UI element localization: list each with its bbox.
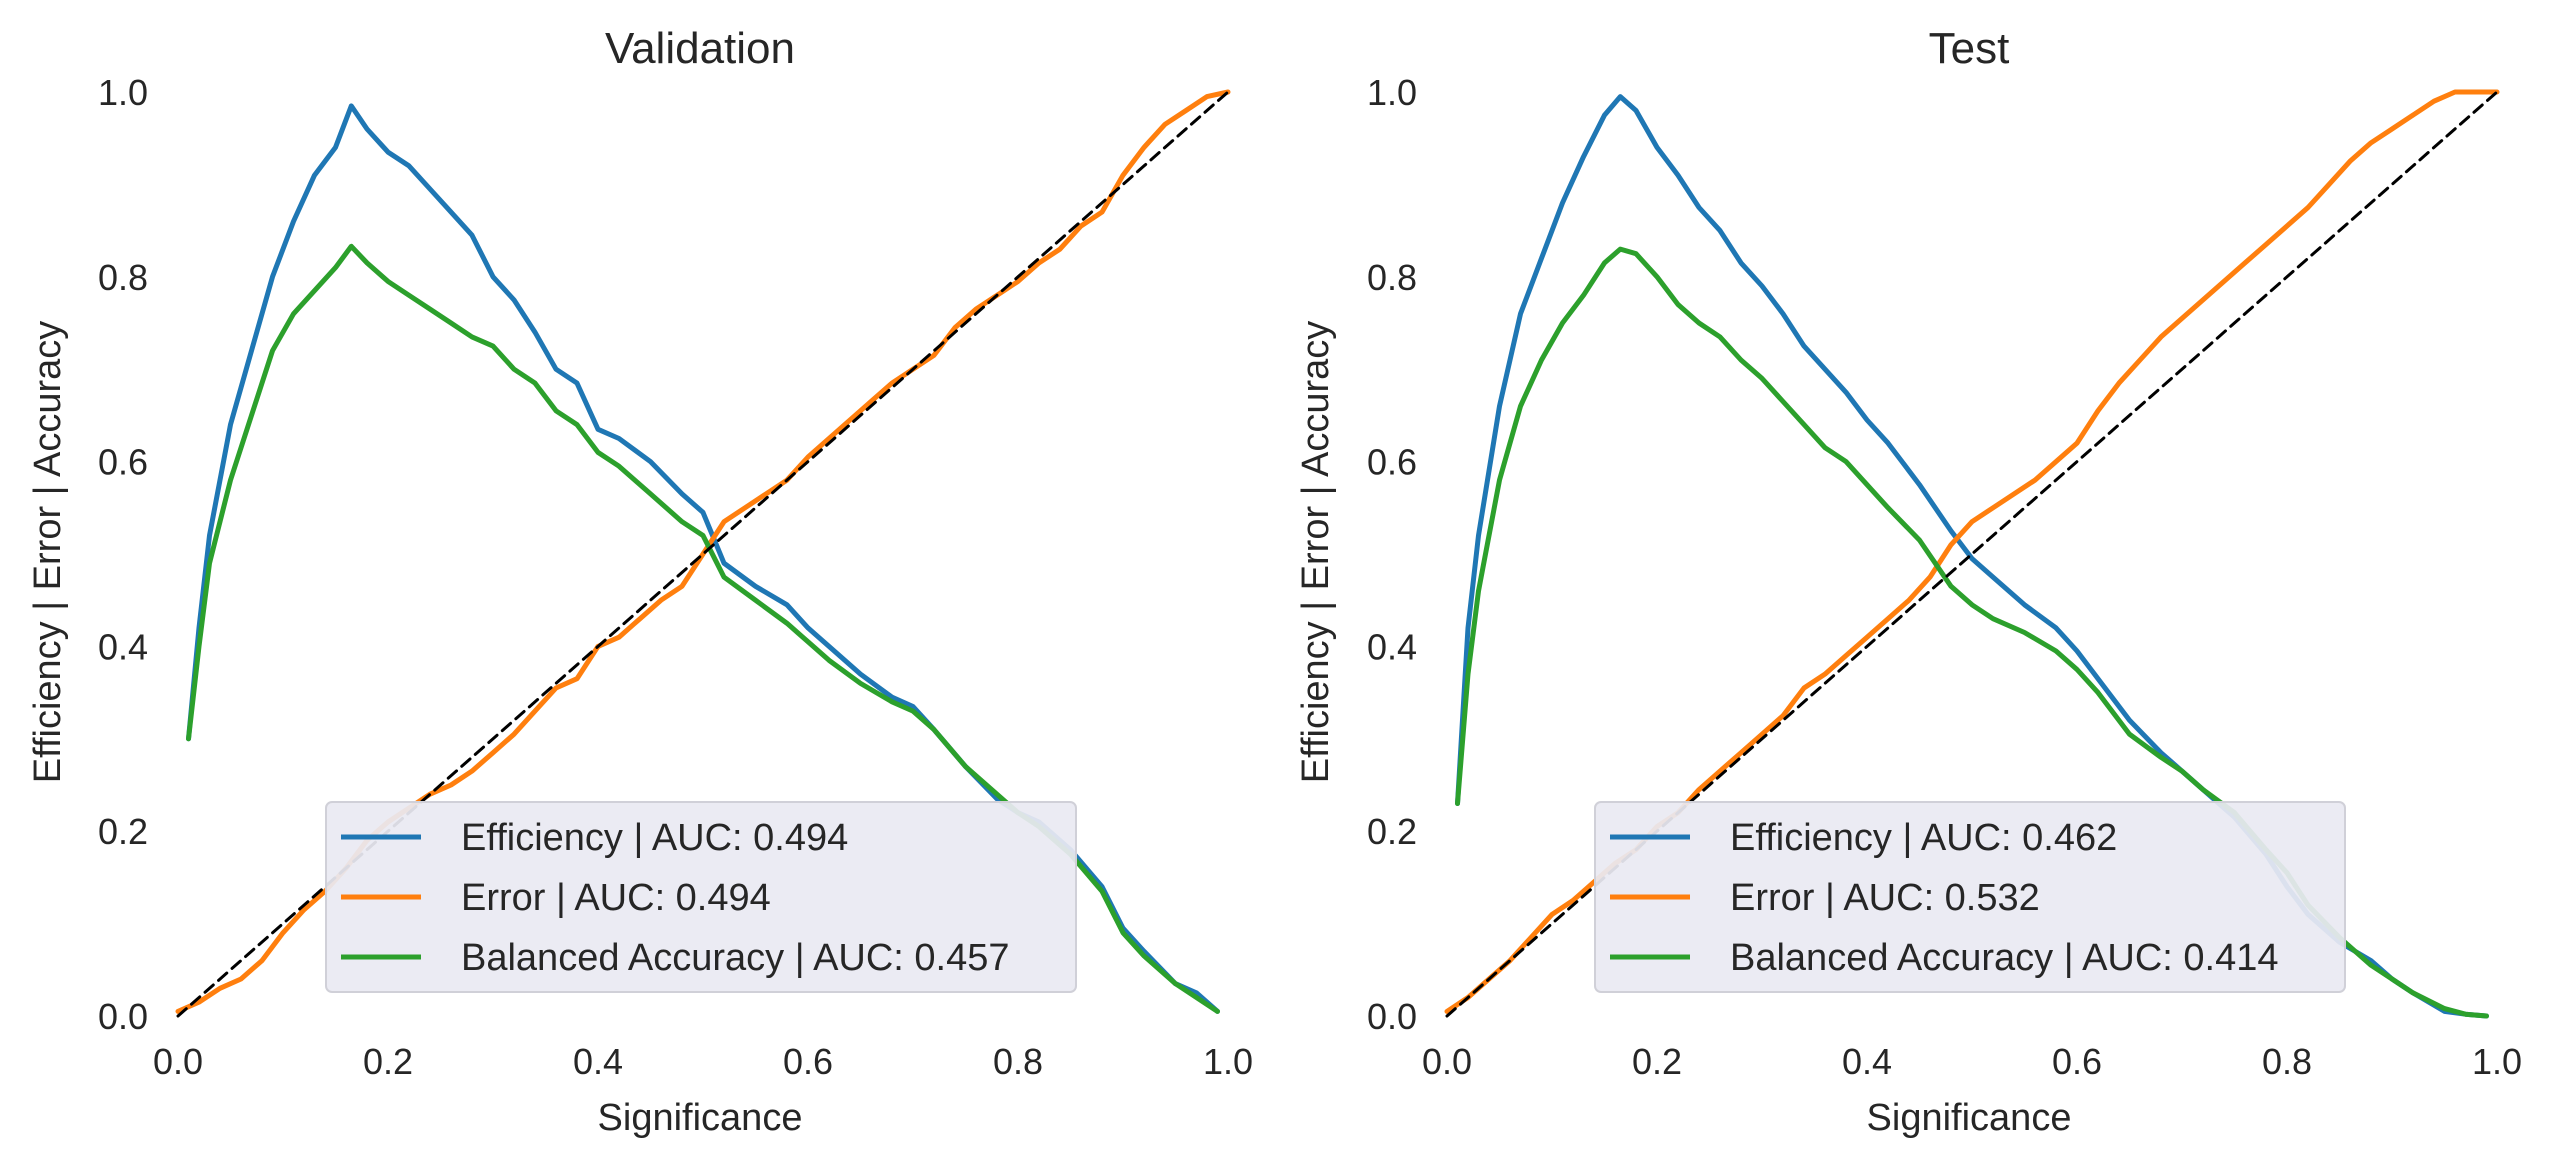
- x-tick-label: 0.0: [153, 1041, 203, 1082]
- y-tick-label: 0.4: [98, 626, 148, 667]
- y-tick-label: 1.0: [98, 72, 148, 113]
- panel-title: Validation: [605, 24, 795, 73]
- x-tick-label: 0.0: [1422, 1041, 1472, 1082]
- legend-box: [325, 801, 1077, 993]
- legend-label: Balanced Accuracy | AUC: 0.457: [461, 937, 1010, 979]
- y-tick-label: 0.2: [98, 811, 148, 852]
- y-tick-label: 0.8: [1367, 257, 1417, 298]
- y-tick-label: 0.0: [1367, 996, 1417, 1037]
- legend-label: Efficiency | AUC: 0.462: [1730, 817, 2117, 859]
- x-axis-label: Significance: [1867, 1097, 2072, 1139]
- panel-test: Test Significance Efficiency | Error | A…: [1295, 24, 2522, 1139]
- x-tick-label: 0.2: [363, 1041, 413, 1082]
- legend-label: Efficiency | AUC: 0.494: [461, 817, 848, 859]
- y-ticks: 0.0 0.2 0.4 0.6 0.8 1.0: [1367, 72, 1417, 1037]
- x-tick-label: 1.0: [2472, 1041, 2522, 1082]
- y-axis-label: Efficiency | Error | Accuracy: [27, 321, 69, 784]
- y-tick-label: 1.0: [1367, 72, 1417, 113]
- legend-box: [1594, 801, 2346, 993]
- y-tick-label: 0.6: [98, 442, 148, 483]
- x-tick-label: 0.8: [2262, 1041, 2312, 1082]
- legend: Efficiency | AUC: 0.494 Error | AUC: 0.49…: [325, 801, 1077, 993]
- y-ticks: 0.0 0.2 0.4 0.6 0.8 1.0: [98, 72, 148, 1037]
- y-tick-label: 0.6: [1367, 442, 1417, 483]
- x-tick-label: 0.6: [783, 1041, 833, 1082]
- legend-label: Error | AUC: 0.532: [1730, 877, 2040, 919]
- y-tick-label: 0.2: [1367, 811, 1417, 852]
- panel-title: Test: [1929, 24, 2010, 73]
- x-tick-label: 0.6: [2052, 1041, 2102, 1082]
- x-axis-label: Significance: [598, 1097, 803, 1139]
- x-tick-label: 0.2: [1632, 1041, 1682, 1082]
- legend: Efficiency | AUC: 0.462 Error | AUC: 0.53…: [1594, 801, 2346, 993]
- x-tick-label: 0.4: [1842, 1041, 1892, 1082]
- legend-label: Balanced Accuracy | AUC: 0.414: [1730, 937, 2279, 979]
- x-ticks: 0.0 0.2 0.4 0.6 0.8 1.0: [153, 1041, 1253, 1082]
- y-tick-label: 0.4: [1367, 626, 1417, 667]
- x-tick-label: 0.4: [573, 1041, 623, 1082]
- y-axis-label: Efficiency | Error | Accuracy: [1295, 321, 1337, 784]
- legend-label: Error | AUC: 0.494: [461, 877, 771, 919]
- y-tick-label: 0.0: [98, 996, 148, 1037]
- y-tick-label: 0.8: [98, 257, 148, 298]
- x-tick-label: 1.0: [1203, 1041, 1253, 1082]
- x-ticks: 0.0 0.2 0.4 0.6 0.8 1.0: [1422, 1041, 2522, 1082]
- x-tick-label: 0.8: [993, 1041, 1043, 1082]
- panel-validation: Validation Significance Efficiency | Err…: [27, 24, 1253, 1139]
